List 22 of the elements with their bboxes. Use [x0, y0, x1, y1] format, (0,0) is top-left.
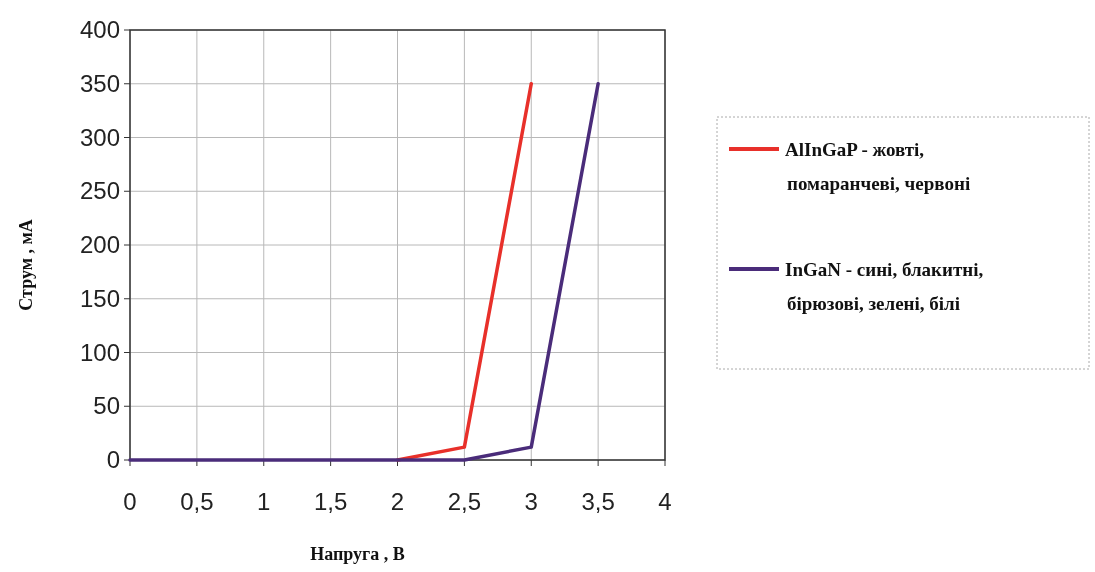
x-axis-title: Напруга , В [310, 544, 405, 564]
y-tick-label: 100 [79, 338, 120, 366]
x-tick-label: 1 [257, 488, 271, 515]
x-tick-label: 3 [524, 488, 538, 515]
y-tick-label: 250 [79, 177, 120, 205]
x-tick-label: 1,5 [313, 488, 348, 515]
x-tick-label: 0 [123, 488, 137, 515]
y-tick-label: 50 [93, 392, 120, 420]
legend-label: AlInGaP - жовті, помаранчеві, червоні [785, 139, 971, 194]
y-tick-label: 400 [79, 16, 120, 43]
legend-label: InGaN - сині, блакитні, бірюзові, зелені, білі [785, 259, 984, 314]
x-tick-label: 2,5 [447, 488, 482, 515]
x-tick-label: 3,5 [581, 488, 615, 515]
y-tick-label: 0 [106, 446, 120, 473]
x-tick-label: 4 [658, 488, 672, 515]
y-tick-label: 350 [79, 69, 120, 97]
y-tick-label: 200 [79, 231, 120, 258]
y-tick-label: 150 [79, 284, 120, 312]
x-tick-label: 2 [390, 488, 405, 515]
x-tick-label: 0,5 [180, 488, 214, 515]
y-tick-label: 300 [79, 123, 120, 151]
y-axis-title: Струм , мА [16, 219, 36, 311]
